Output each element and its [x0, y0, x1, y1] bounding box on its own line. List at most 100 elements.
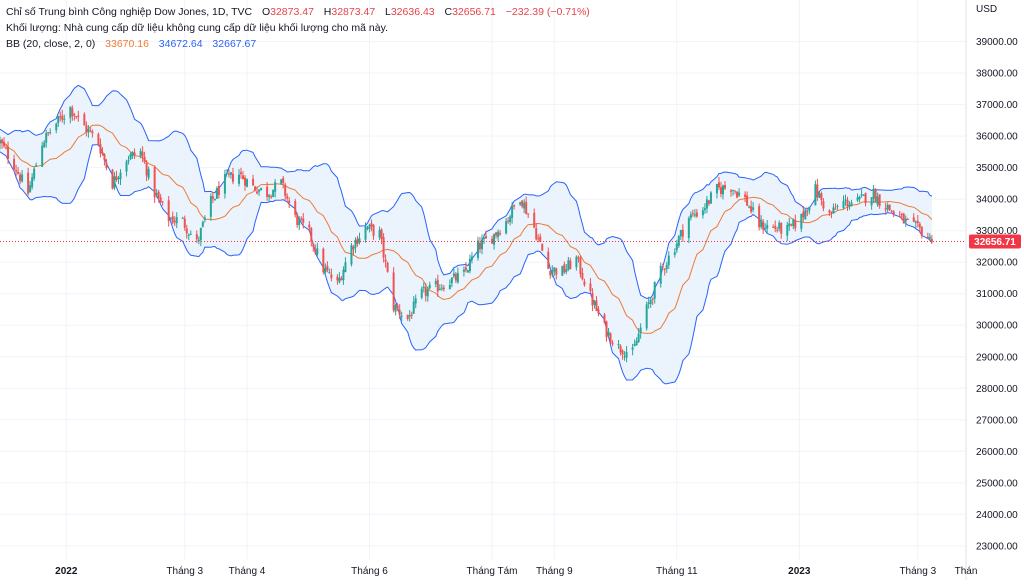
candle-body — [623, 356, 626, 358]
candle-body — [354, 239, 357, 248]
candle-body — [904, 218, 907, 222]
candle-body — [87, 128, 90, 133]
candles — [0, 105, 933, 363]
candle-body — [322, 248, 325, 273]
candle-body — [748, 206, 751, 208]
candle-body — [127, 160, 130, 162]
candle-body — [732, 189, 735, 191]
candle-body — [282, 178, 285, 183]
candle-body — [539, 236, 542, 242]
candle-body — [872, 190, 875, 199]
x-tick-label: Tháng 4 — [229, 566, 266, 577]
candle-body — [549, 270, 552, 276]
candle-body — [187, 234, 190, 236]
candle-body — [260, 187, 263, 190]
candle-body — [454, 274, 457, 281]
candle-body — [129, 153, 132, 160]
candle-body — [412, 301, 415, 314]
candle-body — [930, 238, 933, 242]
candle-body — [806, 211, 809, 213]
candle-body — [521, 200, 524, 207]
candle-body — [814, 184, 817, 206]
candle-body — [456, 273, 459, 283]
candle-body — [380, 229, 383, 240]
candle-body — [776, 229, 779, 231]
candle-body — [258, 189, 261, 192]
candle-body — [762, 221, 765, 230]
candle-body — [468, 258, 471, 272]
candle-body — [103, 154, 106, 161]
candle-body — [55, 123, 58, 131]
candle-body — [450, 277, 453, 284]
candle-body — [916, 220, 919, 223]
candle-body — [892, 211, 895, 215]
y-tick-label: 34000.00 — [976, 195, 1018, 206]
candle-body — [231, 173, 234, 182]
candle-body — [49, 132, 52, 134]
candle-body — [105, 162, 108, 168]
candle-body — [394, 305, 397, 312]
candle-body — [715, 184, 718, 194]
candle-body — [695, 212, 698, 217]
candle-body — [878, 194, 881, 206]
candle-body — [828, 210, 831, 213]
candle-body — [597, 309, 600, 314]
candle-body — [85, 125, 88, 133]
last-price-tag: 32656.71 — [969, 234, 1021, 249]
candle-body — [631, 347, 634, 350]
candle-body — [159, 197, 162, 203]
candle-body — [800, 213, 803, 229]
y-tick-label: 28000.00 — [976, 384, 1018, 395]
candle-body — [326, 265, 329, 271]
candle-body — [928, 236, 931, 239]
candle-body — [239, 172, 242, 175]
candle-body — [717, 182, 720, 188]
candle-body — [846, 199, 849, 207]
candle-body — [886, 204, 889, 210]
candle-body — [242, 175, 245, 180]
candle-body — [286, 196, 289, 199]
candle-body — [440, 287, 443, 289]
time-axis[interactable]: 2022 Tháng 3 Tháng 4 Tháng 6 Tháng Tám Tháng … — [55, 566, 977, 577]
candle-body — [266, 186, 269, 197]
candle-body — [912, 217, 915, 222]
y-tick-label: 23000.00 — [976, 541, 1018, 552]
close-label: C — [444, 6, 453, 18]
candle-body — [738, 192, 741, 196]
candle-body — [59, 116, 62, 118]
bb-indicator-label[interactable]: BB (20, close, 2, 0) — [6, 38, 96, 50]
candle-body — [45, 133, 48, 143]
candle-body — [786, 225, 789, 236]
x-tick-label: Tháng 6 — [351, 566, 388, 577]
candle-body — [225, 172, 228, 174]
candle-body — [478, 242, 481, 249]
candle-body — [864, 193, 867, 204]
candle-body — [368, 224, 371, 230]
candle-body — [906, 218, 909, 220]
candle-body — [336, 276, 339, 281]
candle-body — [328, 272, 331, 274]
candle-body — [621, 350, 624, 355]
candle-body — [774, 226, 777, 229]
candle-body — [533, 212, 536, 228]
candle-body — [195, 234, 198, 240]
change-value: −232.39 (−0.71%) — [505, 6, 590, 18]
candle-body — [495, 232, 498, 236]
candle-body — [143, 157, 146, 163]
candle-body — [268, 195, 271, 197]
candle-body — [724, 185, 727, 189]
candle-body — [752, 207, 755, 210]
candle-body — [63, 118, 66, 120]
candle-body — [155, 193, 158, 195]
symbol-title[interactable]: Chỉ số Trung bình Công nghiệp Dow Jones,… — [6, 6, 253, 18]
candle-body — [541, 243, 544, 251]
price-axis[interactable]: 23000.00 24000.00 25000.00 26000.00 27000.00… — [965, 0, 1018, 580]
open-label: O — [261, 6, 271, 18]
candle-body — [183, 218, 186, 228]
candle-body — [565, 269, 568, 272]
candle-body — [772, 226, 775, 228]
candle-body — [693, 214, 696, 216]
candle-body — [619, 345, 622, 353]
